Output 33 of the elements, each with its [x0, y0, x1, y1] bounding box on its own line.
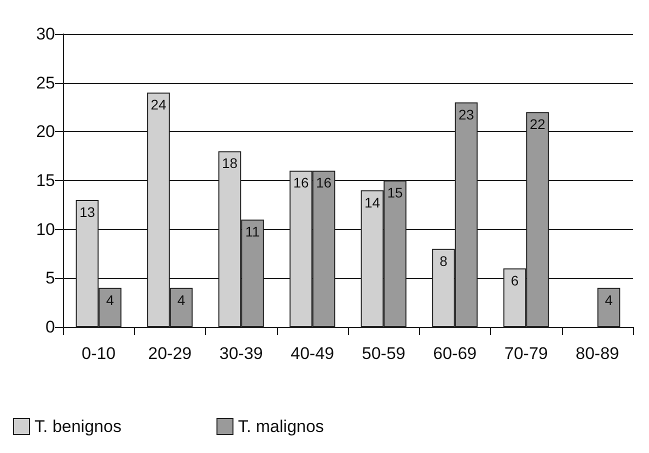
data-label: 4 [106, 292, 114, 308]
x-tick-label: 80-89 [576, 344, 620, 363]
y-tick-label: 20 [36, 122, 55, 142]
x-tick-label: 20-29 [148, 344, 192, 363]
data-label: 22 [530, 116, 546, 132]
y-tick-label: 15 [36, 171, 55, 190]
data-label: 15 [387, 184, 404, 200]
data-label: 4 [177, 292, 186, 308]
data-label: 6 [510, 272, 519, 288]
x-tick-label: 40-49 [290, 344, 334, 363]
legend-label: T. benignos [34, 417, 122, 436]
bar [597, 288, 620, 327]
legend-label: T. malignos [238, 417, 324, 436]
data-label: 8 [440, 252, 448, 269]
x-tick-label: 0-10 [82, 344, 116, 363]
data-label: 18 [222, 155, 238, 172]
data-label: 14 [364, 194, 380, 210]
data-label: 24 [150, 96, 166, 113]
data-label: 11 [245, 224, 260, 240]
x-tick-label: 70-79 [504, 344, 548, 363]
data-label: 16 [293, 174, 309, 191]
y-tick-label: 30 [36, 24, 55, 44]
y-tick-label: 0 [46, 318, 55, 336]
data-label: 23 [458, 106, 474, 122]
x-tick-label: 60-69 [433, 344, 477, 363]
data-label: 4 [604, 292, 613, 308]
y-tick-label: 10 [36, 220, 55, 239]
data-label: 16 [316, 174, 332, 191]
y-tick-label: 25 [36, 73, 55, 92]
x-tick-label: 50-59 [362, 344, 406, 363]
x-tick-label: 30-39 [219, 344, 263, 363]
data-label: 13 [79, 204, 96, 220]
y-tick-label: 5 [46, 268, 55, 288]
